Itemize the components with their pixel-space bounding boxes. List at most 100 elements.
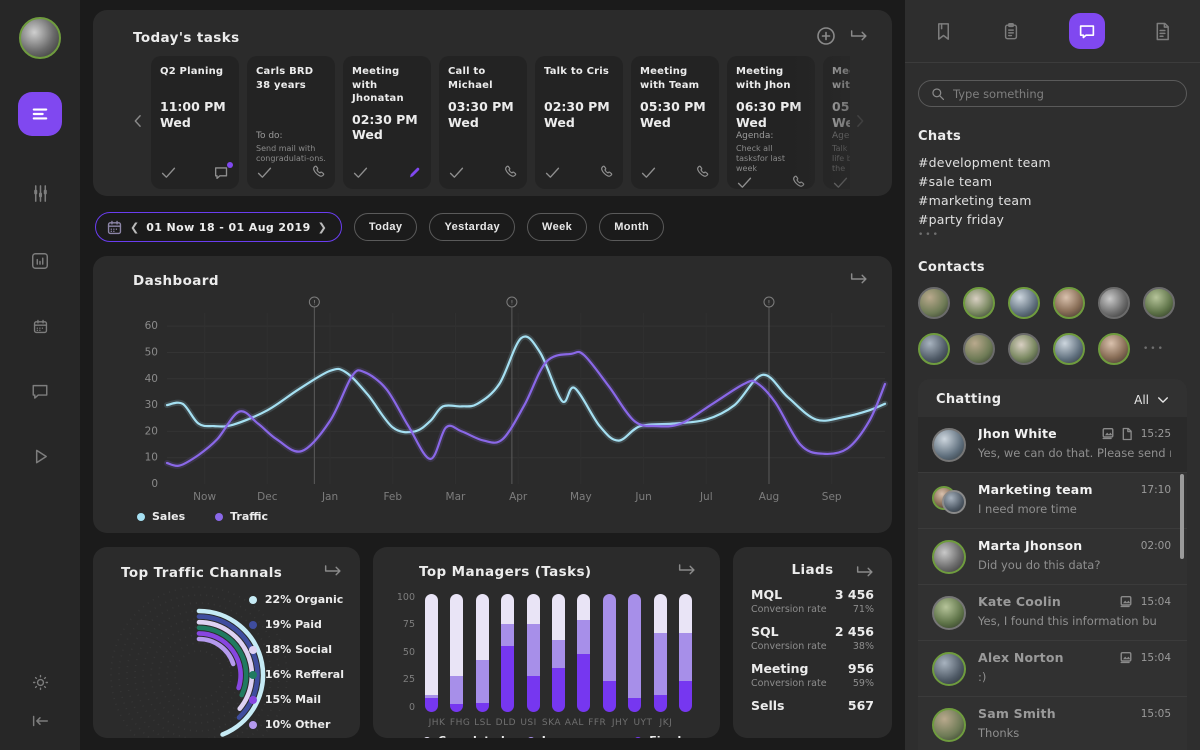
message-row[interactable]: Marta Jhonson 02:00 Did you do this data? bbox=[918, 528, 1187, 584]
check-icon[interactable] bbox=[256, 164, 273, 181]
check-icon[interactable] bbox=[352, 164, 369, 181]
scrollbar[interactable] bbox=[1180, 474, 1184, 559]
chat-link[interactable]: #sale team bbox=[918, 174, 993, 189]
search-box bbox=[918, 80, 1187, 107]
message-sender: Marketing team bbox=[978, 482, 1093, 497]
check-icon[interactable] bbox=[160, 164, 177, 181]
contact-avatar[interactable] bbox=[1008, 333, 1040, 365]
contact-avatar[interactable] bbox=[918, 333, 950, 365]
sidebar-item-tasks[interactable] bbox=[18, 92, 62, 136]
message-row[interactable]: Jhon White 15:25 Yes, we can do that. Plea… bbox=[918, 417, 1187, 472]
message-row[interactable]: Kate Coolin 15:04 Yes, I found this inform… bbox=[918, 584, 1187, 640]
check-icon[interactable] bbox=[544, 164, 561, 181]
message-row[interactable]: Alex Norton 15:04:) bbox=[918, 640, 1187, 696]
sidebar-item-collapse[interactable] bbox=[30, 714, 50, 728]
message-list: Jhon White 15:25 Yes, we can do that. Plea… bbox=[918, 417, 1187, 750]
contact-avatar[interactable] bbox=[1053, 333, 1085, 365]
chats-more[interactable]: ••• bbox=[918, 230, 940, 240]
task-time bbox=[256, 99, 326, 130]
sidebar-item-bar-chart[interactable] bbox=[30, 251, 50, 271]
contact-avatar[interactable] bbox=[1098, 287, 1130, 319]
lead-row-mql: MQL 3 456 Conversion rate 71% bbox=[751, 587, 874, 615]
filter-button-week[interactable]: Week bbox=[527, 213, 588, 241]
filter-button-month[interactable]: Month bbox=[599, 213, 665, 241]
check-icon[interactable] bbox=[640, 164, 657, 181]
lead-row-sells: Sells 567 bbox=[751, 698, 874, 713]
check-icon[interactable] bbox=[736, 174, 753, 189]
contact-avatar[interactable] bbox=[918, 287, 950, 319]
tasks-prev-chevron[interactable] bbox=[133, 114, 147, 132]
phone-icon[interactable] bbox=[695, 165, 710, 180]
phone-icon[interactable] bbox=[791, 175, 806, 189]
chat-filter-dropdown[interactable]: All bbox=[1134, 393, 1169, 407]
message-time: 17:10 bbox=[1140, 483, 1171, 496]
chatting-panel: Chatting All Jhon White 15:25 Yes, we can … bbox=[918, 379, 1187, 750]
date-next-chevron[interactable]: ❯ bbox=[317, 220, 327, 234]
tool-clipboard[interactable] bbox=[1002, 21, 1020, 42]
pen-icon[interactable] bbox=[407, 165, 422, 180]
filter-button-today[interactable]: Today bbox=[353, 213, 418, 241]
check-icon[interactable] bbox=[832, 174, 849, 189]
bar-uyt bbox=[653, 594, 667, 712]
sidebar-item-sun[interactable] bbox=[31, 673, 50, 692]
message-sender: Kate Coolin bbox=[978, 594, 1061, 609]
sidebar-item-calendar[interactable] bbox=[32, 318, 49, 335]
svg-text:Feb: Feb bbox=[383, 491, 402, 503]
task-card[interactable]: Carls BRD 38 years To do: Send mail with c… bbox=[247, 56, 335, 189]
date-range-picker[interactable]: ❮ 01 Now 18 - 01 Aug 2019 ❯ bbox=[95, 212, 342, 242]
contact-avatar[interactable] bbox=[1053, 287, 1085, 319]
contact-avatar[interactable] bbox=[963, 287, 995, 319]
tasks-next-chevron[interactable] bbox=[856, 114, 870, 132]
task-card[interactable]: Talk to Cris 02:30 PM Wed bbox=[535, 56, 623, 189]
message-avatar bbox=[932, 484, 966, 518]
sidebar-item-chat-bubble[interactable] bbox=[30, 382, 50, 400]
phone-icon[interactable] bbox=[311, 165, 326, 180]
date-prev-chevron[interactable]: ❮ bbox=[130, 220, 140, 234]
task-card[interactable]: Q2 Planing 11:00 PM Wed bbox=[151, 56, 239, 189]
forward-arrow-icon[interactable] bbox=[322, 563, 344, 583]
task-card[interactable]: Meeting with Jhonatan 02:30 PM Wed bbox=[343, 56, 431, 189]
add-task-icon[interactable] bbox=[816, 26, 836, 50]
tool-chat-square[interactable] bbox=[1069, 13, 1105, 49]
tool-bookmark[interactable] bbox=[934, 21, 953, 42]
legend-item-sales: Sales bbox=[137, 510, 185, 523]
chat-link[interactable]: #marketing team bbox=[918, 193, 1032, 208]
chat-link[interactable]: #development team bbox=[918, 155, 1051, 170]
forward-arrow-icon[interactable] bbox=[848, 271, 870, 291]
phone-icon[interactable] bbox=[503, 165, 518, 180]
image-icon bbox=[1119, 595, 1133, 608]
contacts-list: ••• bbox=[918, 287, 1187, 365]
forward-arrow-icon[interactable] bbox=[676, 562, 698, 582]
tool-document[interactable] bbox=[1154, 21, 1171, 42]
task-card[interactable]: Call to Michael 03:30 PM Wed bbox=[439, 56, 527, 189]
contact-avatar[interactable] bbox=[963, 333, 995, 365]
message-row[interactable]: Marketing team 17:10 I need more time bbox=[918, 472, 1187, 528]
task-card[interactable]: Meeting with Team 05:30 PM Wed bbox=[631, 56, 719, 189]
contact-avatar[interactable] bbox=[1008, 287, 1040, 319]
file-icon bbox=[1121, 427, 1133, 441]
chats-heading: Chats bbox=[918, 129, 962, 144]
task-card[interactable]: Meeting with Jhon 06:30 PM Wed Agenda: Check… bbox=[727, 56, 815, 189]
contact-avatar[interactable] bbox=[1143, 287, 1175, 319]
filter-button-yestarday[interactable]: Yestarday bbox=[429, 213, 516, 241]
contact-avatar[interactable] bbox=[1098, 333, 1130, 365]
search-input[interactable] bbox=[953, 86, 1174, 101]
message-avatar bbox=[932, 540, 966, 574]
forward-arrow-icon[interactable] bbox=[848, 28, 870, 48]
contacts-more[interactable]: ••• bbox=[1143, 344, 1165, 354]
chat-icon[interactable] bbox=[213, 162, 233, 180]
sidebar-item-sliders[interactable] bbox=[30, 183, 51, 204]
date-range-label: 01 Now 18 - 01 Aug 2019 bbox=[146, 220, 311, 234]
sidebar-item-play[interactable] bbox=[31, 447, 50, 466]
message-time: 15:04 bbox=[1140, 651, 1171, 664]
message-row[interactable]: Sam Smith 15:05 Thonks bbox=[918, 696, 1187, 750]
phone-icon[interactable] bbox=[599, 165, 614, 180]
traffic-legend-social: 18% Social bbox=[248, 643, 344, 656]
chat-filter-value: All bbox=[1134, 392, 1149, 407]
user-avatar[interactable] bbox=[19, 17, 61, 59]
chat-link[interactable]: #party friday bbox=[918, 212, 1005, 227]
forward-arrow-icon[interactable] bbox=[854, 564, 876, 584]
check-icon[interactable] bbox=[448, 164, 465, 181]
